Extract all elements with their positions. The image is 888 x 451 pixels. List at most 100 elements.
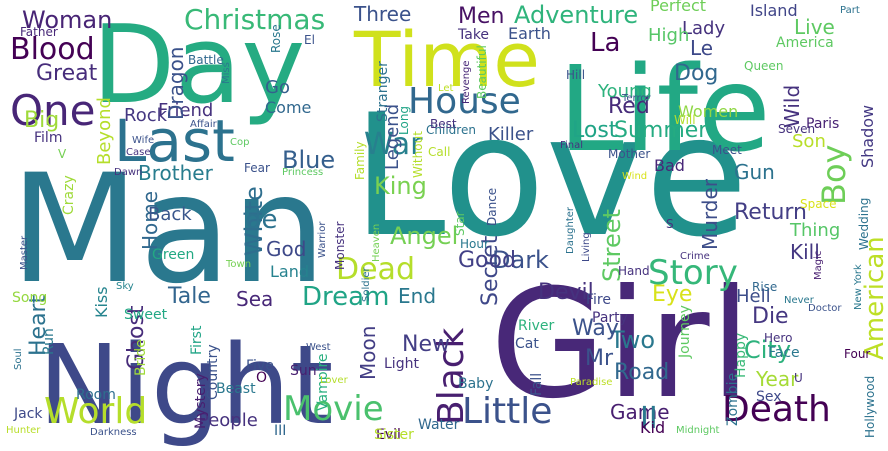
word-rise: Rise [752,280,778,294]
word-without: Without [411,131,425,178]
word-terror: Terror [622,93,651,104]
word-family: Family [353,141,367,180]
word-call: Call [428,145,451,159]
word-go: Go [265,77,290,98]
word-dragon: Dragon [164,46,188,121]
word-bad: Bad [654,156,685,175]
word-wife: Wife [132,135,155,146]
word-space: Space [800,197,837,211]
word-boy: Boy [815,144,853,205]
word-la: La [590,28,621,58]
word-big: Big [24,108,60,133]
word-earth: Earth [508,24,551,43]
word-one: One [10,86,96,135]
word-blood: Blood [10,32,95,67]
word-american: American [860,236,888,360]
word-moon: Moon [356,325,380,380]
word-el: El [304,33,315,47]
word-dog: Dog [674,61,719,86]
word-hell: Hell [736,286,771,307]
word-cat: Cat [515,336,539,352]
word-three: Three [354,2,412,26]
word-party: Party [592,310,628,326]
word-men: Men [458,4,505,29]
word-day: Day [92,3,306,128]
word-magic: Magic [813,250,824,280]
word-kill: Kill [790,240,820,264]
word-fear: Fear [244,161,270,175]
word-game: Game [610,400,670,424]
word-kid: Kid [640,418,666,437]
word-movie: Movie [283,389,384,429]
word-return: Return [734,200,808,225]
word-beast: Beast [216,381,256,397]
word-high: High [648,25,690,46]
word-dawn: Dawn [114,167,143,178]
word-four: Four [844,347,871,361]
word-god: God [266,237,307,261]
word-hollywood: Hollywood [863,375,877,438]
word-crime: Crime [680,251,710,262]
word-de: de [245,205,278,235]
word-queen: Queen [744,59,784,73]
word-brother: Brother [138,161,213,185]
word-blue: Blue [282,146,336,174]
word-cop: Cop [230,137,250,148]
word-kiss: Kiss [92,286,111,318]
word-o: O [256,370,268,386]
word-devil: Devil [538,280,594,305]
word-thing: Thing [790,220,841,241]
word-war: War [364,127,423,162]
word-will: Will [674,113,696,127]
word-green: Green [152,247,195,263]
word-heaven: Heaven [371,223,382,262]
word-son: Son [792,131,826,152]
word-end: End [398,284,437,308]
word-gun: Gun [734,160,775,184]
word-house: House [408,81,521,122]
word-mystery: Mystery [193,373,209,429]
word-jack: Jack [14,406,43,422]
word-girl: Girl [490,258,752,432]
word-christmas: Christmas [184,3,326,36]
word-killer: Killer [488,124,534,145]
word-city: City [744,336,792,364]
word-darkness: Darkness [90,427,137,438]
word-ii: II [640,401,658,436]
word-baby: Baby [458,376,494,392]
word-eye: Eye [652,282,693,307]
word-lover: Lover [320,375,348,386]
word-midnight: Midnight [676,425,720,436]
word-back: Back [148,204,192,225]
word-u: U [794,371,803,385]
word-last: Last [114,107,235,175]
word-woman: Woman [22,6,113,34]
word-fire: Fire [586,292,611,308]
word-come: Come [265,98,312,117]
word-way: Way [572,316,619,341]
word-adventure: Adventure [514,1,639,29]
word-mother: Mother [608,147,651,161]
word-case: Case [126,147,151,158]
word-town: Town [226,259,252,270]
word-revenge: Revenge [461,60,472,104]
word-young: Young [598,81,652,102]
word-affair: Affair [190,119,217,130]
word-land: Land [270,262,310,281]
word-children: Children [426,123,476,137]
word-face: Face [768,345,800,361]
word-friend: Friend [158,100,214,121]
word-good: Good [458,248,516,273]
word-never: Never [784,295,814,306]
word-long: Long [397,105,411,135]
word-lady: Lady [682,18,726,39]
word-great: Great [36,61,98,86]
word-sex: Sex [756,389,782,405]
word-die: Die [752,304,789,329]
word-wedding: Wedding [857,197,871,250]
word-miss: Miss [221,62,232,84]
word-women: Women [678,102,739,121]
word-song: Song [12,290,48,306]
word-soldier: Soldier [361,267,372,302]
